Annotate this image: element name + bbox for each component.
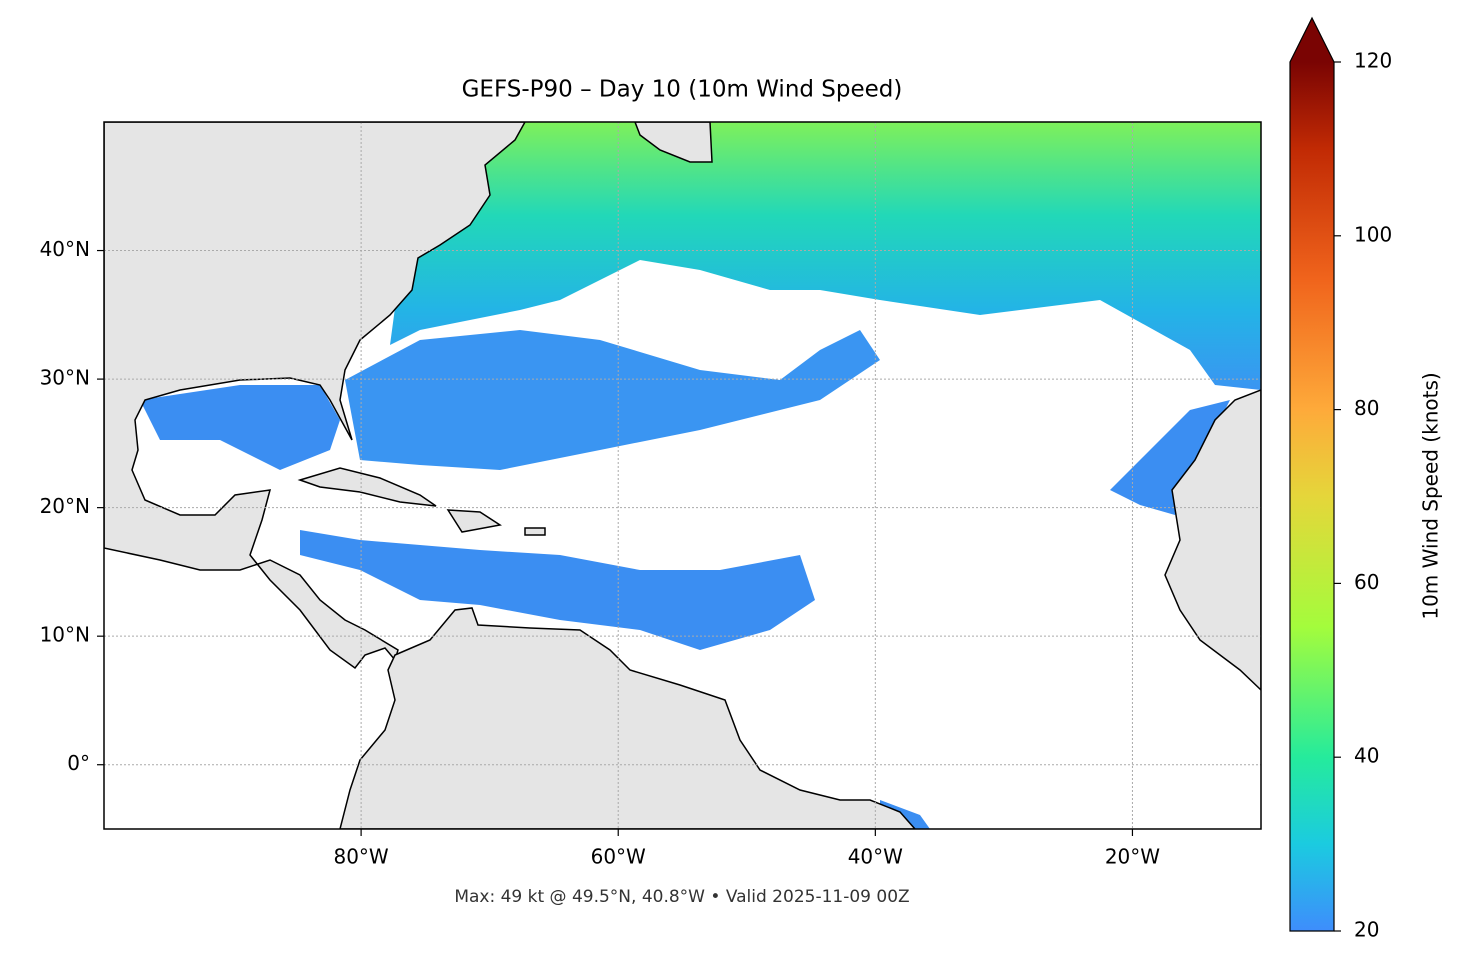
x-tick-label: 60°W bbox=[591, 845, 646, 869]
x-tick-label: 20°W bbox=[1105, 845, 1160, 869]
wind-field bbox=[140, 385, 340, 470]
land bbox=[524, 527, 546, 536]
wind-field bbox=[345, 330, 880, 470]
grid bbox=[104, 122, 1261, 829]
land bbox=[446, 509, 502, 533]
land bbox=[1164, 389, 1261, 692]
colorbar-tick-label: 60 bbox=[1354, 570, 1379, 594]
colorbar-label: 10m Wind Speed (knots) bbox=[1419, 372, 1443, 619]
colorbar-extend bbox=[1290, 18, 1334, 62]
land bbox=[297, 467, 437, 507]
wind-field bbox=[390, 122, 1261, 390]
colorbar-tick-label: 100 bbox=[1354, 222, 1392, 246]
y-tick-label: 10°N bbox=[40, 623, 90, 647]
y-tick-label: 0° bbox=[67, 751, 90, 775]
land bbox=[339, 607, 917, 829]
colorbar-tick-label: 40 bbox=[1354, 744, 1379, 768]
x-tick-label: 80°W bbox=[333, 845, 388, 869]
colorbar-gradient bbox=[1290, 62, 1334, 931]
y-tick-label: 40°N bbox=[40, 237, 90, 261]
plot-frame bbox=[103, 121, 1262, 830]
x-tick-label: 40°W bbox=[848, 845, 903, 869]
land bbox=[634, 122, 713, 163]
wind-field bbox=[1110, 400, 1230, 515]
footnote: Max: 49 kt @ 49.5°N, 40.8°W • Valid 2025… bbox=[454, 887, 909, 907]
colorbar-tick-label: 120 bbox=[1354, 49, 1392, 73]
chart-title: GEFS-P90 – Day 10 (10m Wind Speed) bbox=[462, 77, 903, 103]
colorbar: 20 40 60 80 100 120 bbox=[1289, 16, 1392, 942]
y-tick-label: 20°N bbox=[40, 494, 90, 518]
wind-field bbox=[300, 530, 815, 650]
colorbar-tick-label: 80 bbox=[1354, 396, 1379, 420]
map bbox=[104, 122, 1261, 829]
y-tick-label: 30°N bbox=[40, 366, 90, 390]
colorbar-tick-label: 20 bbox=[1354, 918, 1379, 942]
colorbar-frame bbox=[1289, 16, 1335, 932]
land bbox=[104, 122, 526, 670]
